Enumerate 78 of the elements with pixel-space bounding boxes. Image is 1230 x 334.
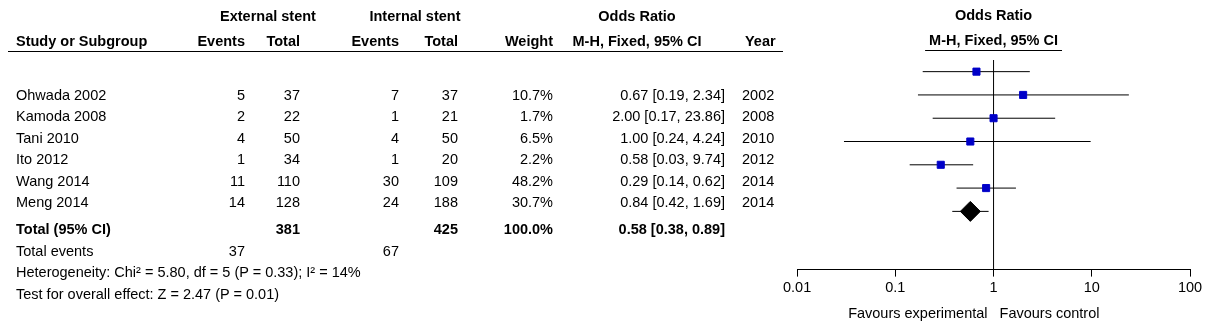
text: 0.67 [0.19, 2.34] (620, 86, 725, 104)
x-tick-label: 0.1 (885, 279, 906, 296)
text: 0.58 [0.03, 9.74] (620, 150, 725, 169)
text: 24 (382, 193, 399, 211)
text: 2.00 [0.17, 23.86] (612, 107, 725, 126)
x-tick-label: 0.01 (782, 279, 812, 296)
text: Ito 2012 (16, 150, 69, 169)
text: Odds Ratio (597, 7, 677, 25)
text: 22 (283, 107, 300, 126)
text: Kamoda 2008 (16, 107, 107, 126)
text: Ohwada 2002 (16, 86, 107, 104)
text: Total (424, 32, 458, 50)
text: 10.7% (511, 86, 553, 104)
text: 5 (236, 86, 245, 104)
text: 4 (390, 128, 399, 147)
text: Events (351, 32, 399, 50)
text: 1 (236, 150, 245, 169)
text: 2010 (742, 128, 775, 147)
text: Heterogeneity: Chi² = 5.80, df = 5 (P = 0.33); I² = 14% (16, 263, 361, 281)
text: 21 (441, 107, 458, 126)
text: 2014 (742, 171, 775, 190)
text: 34 (283, 150, 300, 169)
text: 1.00 [0.24, 4.24] (620, 128, 725, 147)
text: 0.29 [0.14, 0.62] (620, 171, 725, 190)
text: 128 (275, 193, 300, 211)
text: 67 (382, 242, 399, 260)
text: 37 (283, 86, 300, 104)
text: 48.2% (511, 171, 553, 190)
text: 1 (390, 150, 399, 169)
text: Year (745, 32, 776, 50)
text: 50 (283, 128, 300, 147)
text: Test for overall effect: Z = 2.47 (P = 0.01) (16, 285, 280, 303)
text: M-H, Fixed, 95% CI (572, 33, 702, 49)
text: External stent (220, 8, 316, 24)
text: 425 (433, 220, 458, 238)
text: 2002 (742, 86, 775, 104)
text: Wang 2014 (16, 171, 90, 190)
text: 2008 (742, 107, 775, 126)
text: Favours experimental (848, 305, 988, 321)
text: Internal stent (369, 8, 461, 24)
text: 50 (441, 128, 458, 147)
text: 0.84 [0.42, 1.69] (620, 193, 725, 211)
text: Total (266, 32, 300, 50)
text: 100.0% (503, 220, 553, 238)
chart-subtitle: M-H, Fixed, 95% CI (929, 32, 1059, 48)
text: 2014 (742, 193, 775, 211)
text: 30 (382, 171, 399, 190)
text: 7 (390, 86, 399, 104)
text: 30.7% (511, 193, 553, 211)
text: 2 (236, 107, 245, 126)
text: 188 (433, 193, 458, 211)
text: 6.5% (519, 128, 553, 147)
text: 14 (228, 193, 245, 211)
text: Favours control (999, 305, 1100, 321)
text: 2.2% (519, 150, 553, 169)
text: Total (95% CI) (16, 220, 111, 238)
text: Study or Subgroup (16, 32, 148, 50)
x-tick-label: 1 (989, 279, 998, 296)
text: 11 (229, 171, 245, 190)
text: Weight (504, 32, 553, 50)
text: Events (197, 32, 245, 50)
text: Total events (16, 242, 94, 260)
text: 20 (441, 150, 458, 169)
x-tick-label: 100 (1177, 279, 1203, 296)
text: 37 (228, 242, 245, 260)
text: 1 (390, 107, 399, 126)
text: 37 (441, 86, 458, 104)
text: Meng 2014 (16, 193, 89, 211)
text: 109 (433, 171, 458, 190)
text: 381 (275, 220, 300, 238)
text: 110 (276, 171, 300, 190)
text: 1.7% (519, 107, 553, 126)
x-tick-label: 10 (1083, 279, 1100, 296)
text: 4 (236, 128, 245, 147)
text: Tani 2010 (16, 128, 79, 147)
text: 0.58 [0.38, 0.89] (618, 220, 725, 238)
text: 2012 (742, 150, 775, 169)
chart-title: Odds Ratio (954, 7, 1033, 23)
